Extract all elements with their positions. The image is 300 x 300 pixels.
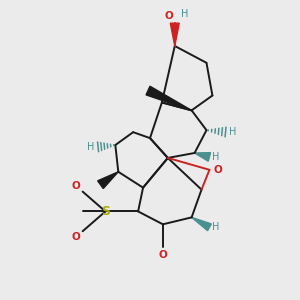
Text: H: H [181, 9, 188, 19]
Text: O: O [213, 165, 222, 175]
Text: H: H [87, 142, 94, 152]
Polygon shape [146, 86, 192, 110]
Polygon shape [98, 172, 118, 188]
Text: H: H [212, 152, 220, 162]
Polygon shape [170, 23, 179, 46]
Text: H: H [212, 222, 220, 232]
Text: O: O [72, 232, 81, 242]
Text: S: S [101, 205, 110, 218]
Polygon shape [192, 218, 211, 231]
Text: O: O [72, 181, 81, 190]
Text: O: O [158, 250, 167, 260]
Polygon shape [195, 153, 211, 161]
Text: H: H [229, 127, 237, 137]
Text: O: O [164, 11, 173, 21]
